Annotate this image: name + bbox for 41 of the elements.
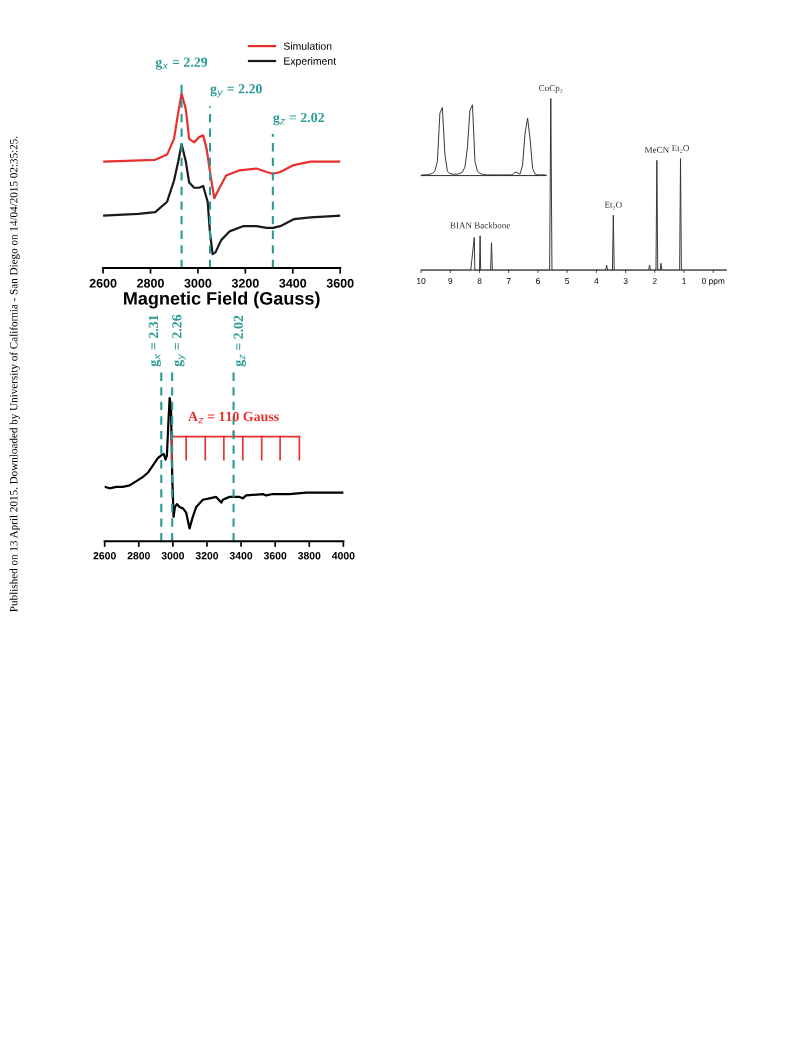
annotation: g$_{z}$ = 2.02 [273, 112, 324, 126]
x-tick-label: 2600 [93, 552, 116, 560]
x-tick-label: 3800 [297, 552, 321, 560]
text: g$_{z}$ = 2.02 [233, 315, 246, 367]
x-tick-label: 4000 [331, 552, 355, 560]
x-tick-label: 2800 [127, 552, 150, 560]
annotation: Et₂O [604, 201, 622, 210]
annotation: A$_{z}$ = 110 Gauss [188, 411, 279, 424]
x-tick-label: 2 [652, 278, 657, 284]
annotation: CoCp₂ [539, 85, 563, 93]
x-tick-label: 3200 [231, 278, 259, 288]
x-tick-label: 3 [623, 278, 628, 284]
x-tick-label: 8 [477, 278, 482, 284]
x-tick-label: 1 [682, 278, 686, 284]
annotation: MeCN [644, 146, 669, 153]
x-axis-title: Magnetic Field (Gauss) [124, 291, 320, 309]
text: Published on 13 April 2015. Downloaded by University of California - San Diego on 14/04/2015 02:35:25. [9, 136, 20, 612]
x-tick-label: 3400 [279, 278, 307, 288]
x-tick-label: 6 [536, 278, 540, 284]
text: g$_{x}$ = 2.29 [155, 57, 208, 70]
x-tick-label: 3600 [263, 552, 287, 560]
legend-label: Simulation [283, 42, 332, 50]
x-tick-label: 10 [417, 278, 426, 284]
annotation: BIAN Backbone [450, 222, 510, 229]
x-tick-label: 3000 [184, 278, 212, 288]
x-tick-label: 3000 [161, 552, 185, 560]
legend-label: Experiment [284, 57, 336, 67]
annotation: g$_{y}$ = 2.20 [210, 84, 262, 98]
x-tick-label: 2800 [137, 278, 164, 288]
x-tick-label: 0 ppm [701, 278, 725, 286]
x-tick-label: 2600 [89, 278, 117, 288]
x-tick-label: 4 [594, 278, 599, 284]
x-tick-label: 5 [565, 278, 570, 284]
text: g$_{x}$ = 2.31 [148, 315, 162, 367]
x-tick-label: 7 [506, 278, 511, 284]
annotation: Et₂O [671, 145, 689, 153]
x-tick-label: 3400 [229, 552, 253, 560]
x-tick-label: 3600 [326, 278, 354, 288]
x-tick-label: 9 [448, 278, 453, 284]
text: g$_{y}$ = 2.26 [172, 314, 186, 367]
x-tick-label: 3200 [195, 552, 219, 560]
